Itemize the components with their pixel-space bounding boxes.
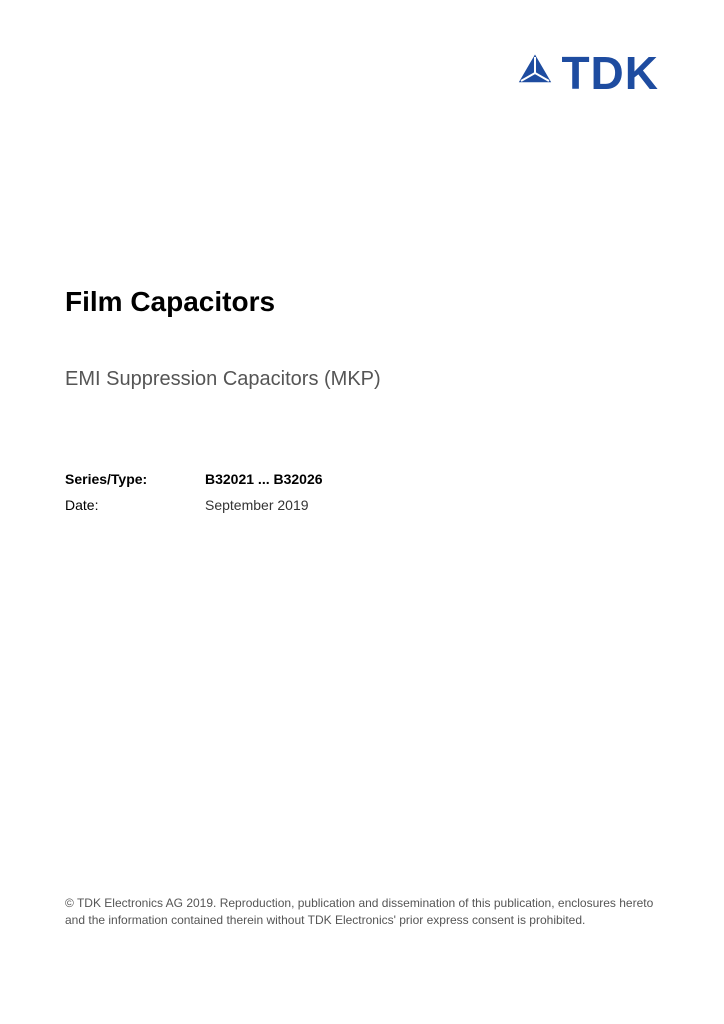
tdk-logo-mark [515,53,555,93]
tdk-logo: TDK [515,50,659,96]
document-subtitle: EMI Suppression Capacitors (MKP) [65,368,659,391]
date-row: Date: September 2019 [65,497,659,513]
page-header: TDK [65,50,659,96]
document-metadata: Series/Type: B32021 ... B32026 Date: Sep… [65,471,659,513]
series-type-row: Series/Type: B32021 ... B32026 [65,471,659,487]
tdk-logo-text: TDK [561,50,659,96]
date-label: Date: [65,497,205,513]
copyright-notice: © TDK Electronics AG 2019. Reproduction,… [65,895,659,929]
content-spacer [65,513,659,895]
document-page: TDK Film Capacitors EMI Suppression Capa… [0,0,724,1024]
series-type-value: B32021 ... B32026 [205,471,323,487]
date-value: September 2019 [205,497,309,513]
document-title: Film Capacitors [65,286,659,318]
series-type-label: Series/Type: [65,471,205,487]
